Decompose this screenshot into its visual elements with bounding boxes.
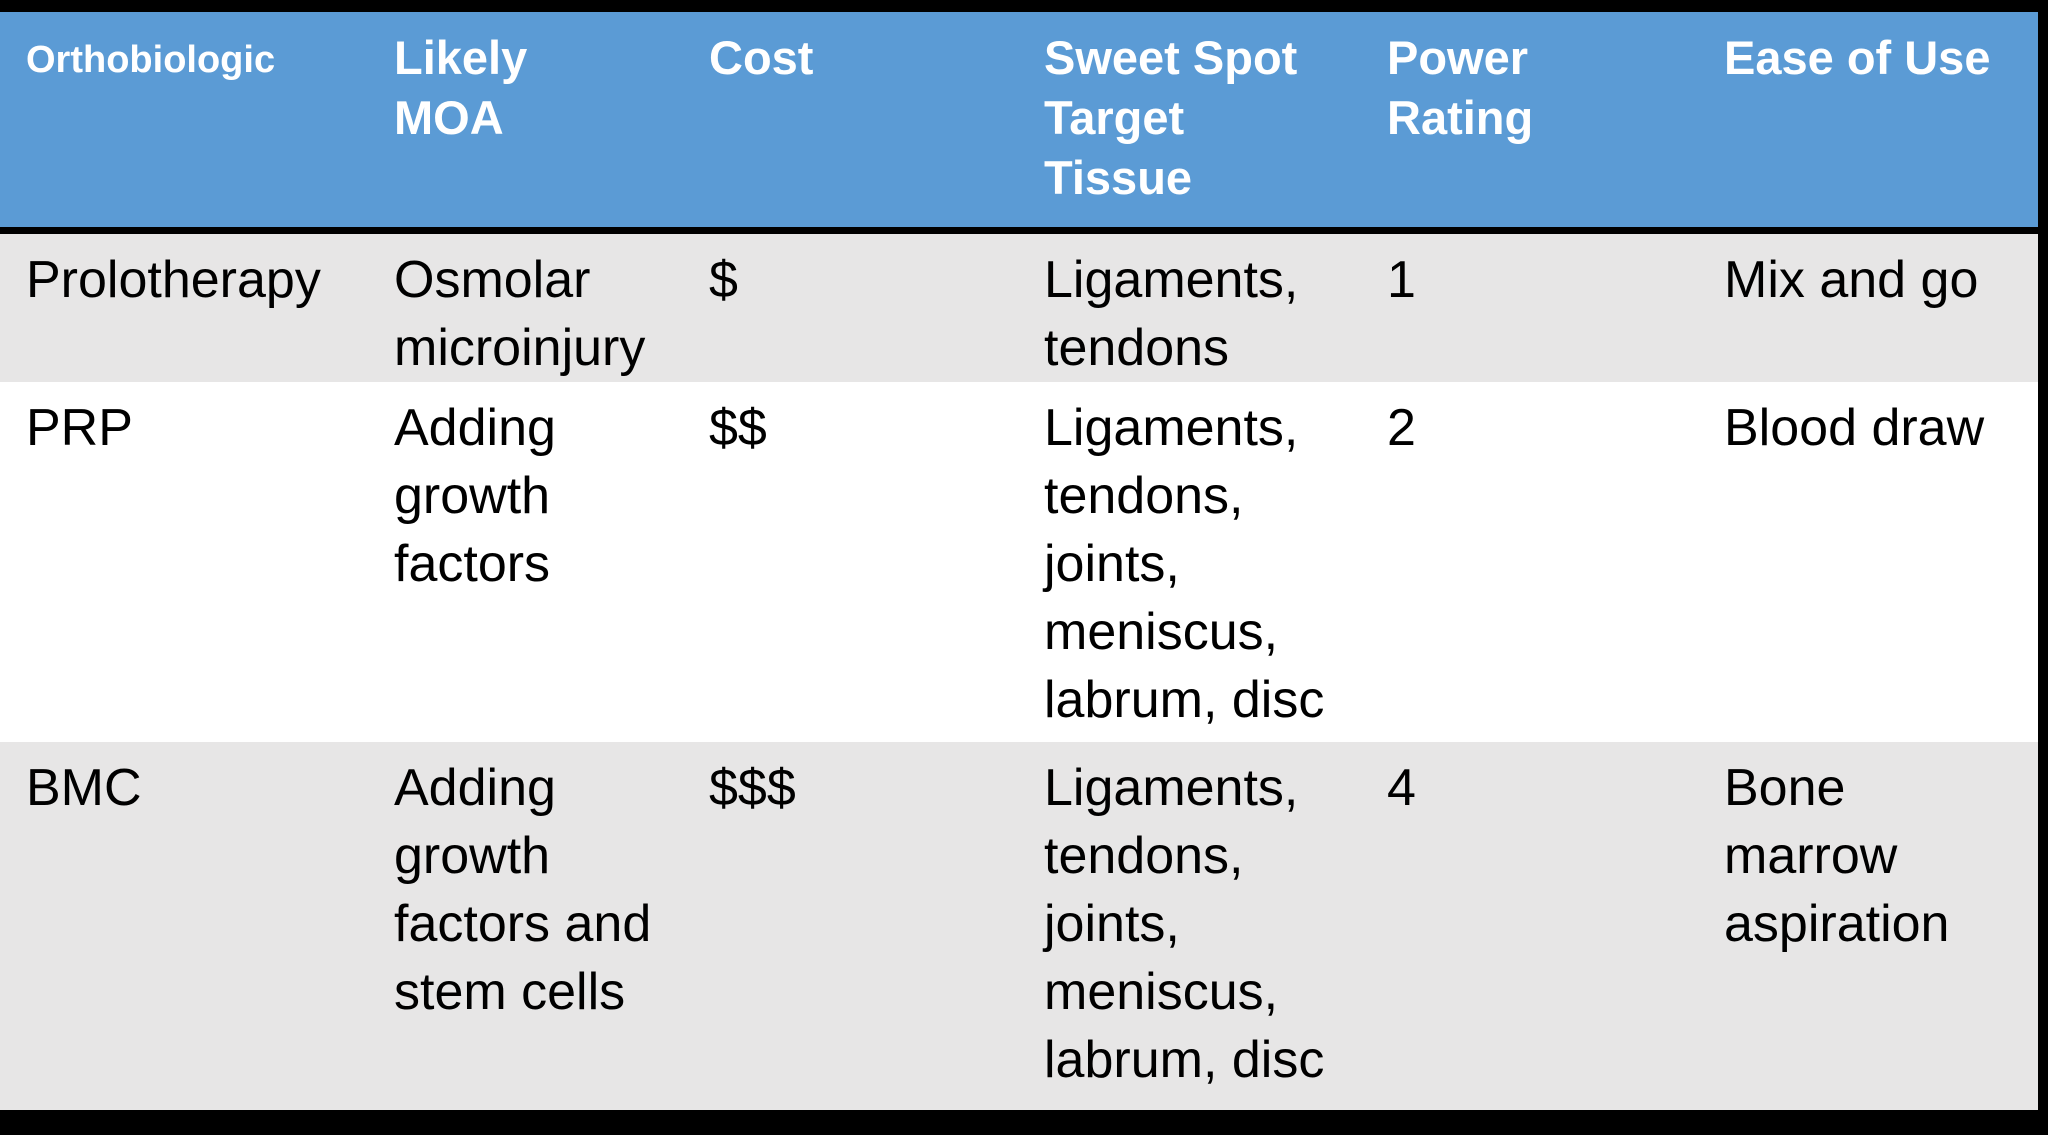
data-table: Orthobiologic Likely MOA Cost Sweet Spot…	[0, 12, 2038, 1110]
cell-prp-target-tissue: Ligaments, tendons, joints, meniscus, la…	[1044, 399, 1325, 729]
table-row-bmc: BMC Adding growth factors and stem cells…	[0, 742, 2038, 1110]
column-header-sweet-spot-target-tissue: Sweet Spot Target Tissue	[1018, 12, 1361, 234]
cell-bmc-name: BMC	[26, 759, 142, 817]
column-header-orthobiologic: Orthobiologic	[0, 12, 368, 234]
cell-bmc-target-tissue: Ligaments, tendons, joints, meniscus, la…	[1044, 759, 1325, 1089]
cell-prp-moa: Adding growth factors	[394, 399, 556, 593]
cell-prolotherapy-name: Prolotherapy	[26, 250, 321, 309]
cell-bmc-cost: $$$	[709, 759, 796, 817]
table-header-row: Orthobiologic Likely MOA Cost Sweet Spot…	[0, 12, 2038, 234]
column-header-cost: Cost	[683, 12, 1018, 234]
cell-prp-cost: $$	[709, 399, 767, 457]
column-header-likely-moa: Likely MOA	[368, 12, 683, 234]
column-header-power-rating: Power Rating	[1361, 12, 1698, 234]
cell-prolotherapy-cost: $	[709, 250, 738, 309]
cell-prp-ease-of-use: Blood draw	[1724, 399, 1985, 457]
cell-prp-name: PRP	[26, 399, 133, 457]
cell-bmc-power-rating: 4	[1387, 759, 1416, 817]
orthobiologic-comparison-table: Orthobiologic Likely MOA Cost Sweet Spot…	[0, 12, 2038, 1110]
cell-prolotherapy-ease-of-use: Mix and go	[1724, 250, 1979, 309]
cell-prolotherapy-target-tissue: Ligaments, tendons	[1044, 250, 1299, 377]
cell-bmc-ease-of-use: Bone marrow aspiration	[1724, 759, 1950, 953]
cell-prolotherapy-moa: Osmolar microinjury	[394, 250, 646, 377]
table-row-prp: PRP Adding growth factors $$ Ligaments, …	[0, 382, 2038, 742]
column-header-ease-of-use: Ease of Use	[1698, 12, 2038, 234]
cell-prolotherapy-power-rating: 1	[1387, 250, 1416, 309]
cell-prp-power-rating: 2	[1387, 399, 1416, 457]
cell-bmc-moa: Adding growth factors and stem cells	[394, 759, 652, 1021]
table-row-prolotherapy: Prolotherapy Osmolar microinjury $ Ligam…	[0, 230, 2038, 382]
